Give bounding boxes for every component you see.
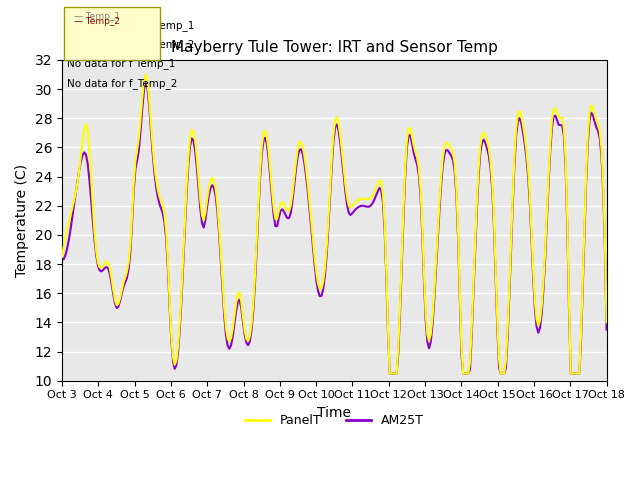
PanelT [445,143,453,149]
AM25T [137,128,145,134]
AM25T [603,327,611,333]
AM25T [342,189,349,195]
PanelT [142,72,150,77]
Text: — Temp_1: — Temp_1 [74,12,120,21]
Line: AM25T: AM25T [62,82,607,373]
Legend: PanelT, AM25T: PanelT, AM25T [239,409,429,432]
PanelT [386,371,394,376]
Text: No data for f SB_Temp_2: No data for f SB_Temp_2 [67,39,195,50]
PanelT [540,280,547,286]
AM25T [58,257,66,263]
AM25T [142,79,150,84]
Line: PanelT: PanelT [62,74,607,373]
PanelT [58,254,66,260]
Text: No data for f SB_Temp_1: No data for f SB_Temp_1 [67,20,195,31]
Text: No data for f Temp_1: No data for f Temp_1 [67,59,176,69]
PanelT [452,185,460,191]
AM25T [386,371,394,376]
AM25T [509,203,516,209]
Title: Mayberry Tule Tower: IRT and Sensor Temp: Mayberry Tule Tower: IRT and Sensor Temp [171,40,498,55]
PanelT [603,320,611,325]
AM25T [540,287,547,293]
PanelT [509,196,516,202]
AM25T [452,192,460,198]
Text: No data for f_Temp_2: No data for f_Temp_2 [67,78,178,88]
Text: — Temp_2: — Temp_2 [74,17,120,26]
AM25T [445,150,453,156]
PanelT [342,182,349,188]
PanelT [137,117,145,122]
Y-axis label: Temperature (C): Temperature (C) [15,164,29,277]
X-axis label: Time: Time [317,406,351,420]
